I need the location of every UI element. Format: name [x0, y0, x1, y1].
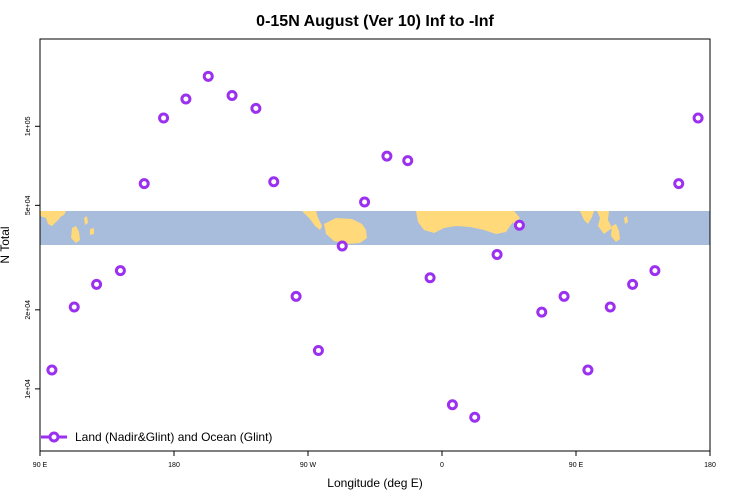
data-point	[649, 265, 661, 277]
land-central-america	[302, 211, 322, 230]
land-south-america	[324, 218, 367, 244]
data-point	[536, 306, 548, 318]
x-tick-label: 90 W	[300, 462, 317, 469]
land-islands-b	[90, 228, 94, 235]
data-point	[290, 290, 302, 302]
data-point	[582, 364, 594, 376]
x-tick-label: 180	[168, 462, 180, 469]
x-tick-label: 180	[704, 462, 716, 469]
land-philippines-b	[611, 224, 620, 242]
data-point	[469, 411, 481, 423]
data-point	[312, 345, 324, 357]
data-point	[381, 150, 393, 162]
y-axis: 1e+04 2e+04 5e+04 1e+05	[25, 116, 40, 399]
legend-label: Land (Nadir&Glint) and Ocean (Glint)	[75, 430, 272, 444]
land-islands-a	[84, 216, 88, 225]
world-map-band	[40, 211, 710, 245]
ocean-band	[40, 211, 710, 245]
x-tick-label: 90 E	[569, 462, 584, 469]
data-point	[558, 290, 570, 302]
data-point	[250, 102, 262, 114]
data-point	[424, 272, 436, 284]
y-tick-label: 2e+04	[25, 300, 32, 320]
data-point	[513, 219, 525, 231]
data-point	[68, 301, 80, 313]
land-india-b	[580, 211, 594, 224]
x-tick-label: 0	[440, 462, 444, 469]
data-point	[402, 155, 414, 167]
land-philippines	[71, 226, 80, 243]
data-point	[114, 265, 126, 277]
x-tick-label: 90 E	[33, 462, 48, 469]
data-point	[268, 176, 280, 188]
data-point	[91, 278, 103, 290]
data-point	[627, 278, 639, 290]
data-point	[202, 70, 214, 82]
data-points	[46, 70, 704, 423]
data-point	[158, 112, 170, 124]
x-axis: 90 E 180 90 W 0 90 E 180	[33, 451, 716, 469]
y-tick-label: 5e+04	[25, 195, 32, 215]
data-point	[692, 112, 704, 124]
land-se-asia	[597, 211, 612, 234]
land-islands-c	[624, 216, 628, 224]
data-point	[336, 240, 348, 252]
data-point	[46, 364, 58, 376]
land-asia-sea	[40, 211, 62, 226]
data-point	[138, 178, 150, 190]
data-point	[359, 196, 371, 208]
data-point	[491, 248, 503, 260]
data-point	[180, 93, 192, 105]
y-axis-label: N Total	[0, 226, 12, 263]
data-point	[446, 399, 458, 411]
y-tick-label: 1e+04	[25, 379, 32, 399]
land-india-tip	[52, 211, 66, 217]
data-point	[673, 178, 685, 190]
legend: Land (Nadir&Glint) and Ocean (Glint)	[41, 430, 272, 444]
land-africa	[416, 211, 516, 234]
data-point	[604, 301, 616, 313]
x-axis-label: Longitude (deg E)	[327, 476, 422, 490]
chart-title: 0-15N August (Ver 10) Inf to -Inf	[256, 13, 494, 30]
legend-marker	[48, 431, 60, 443]
y-tick-label: 1e+05	[25, 116, 32, 136]
data-point	[226, 89, 238, 101]
plot-frame	[39, 38, 711, 452]
